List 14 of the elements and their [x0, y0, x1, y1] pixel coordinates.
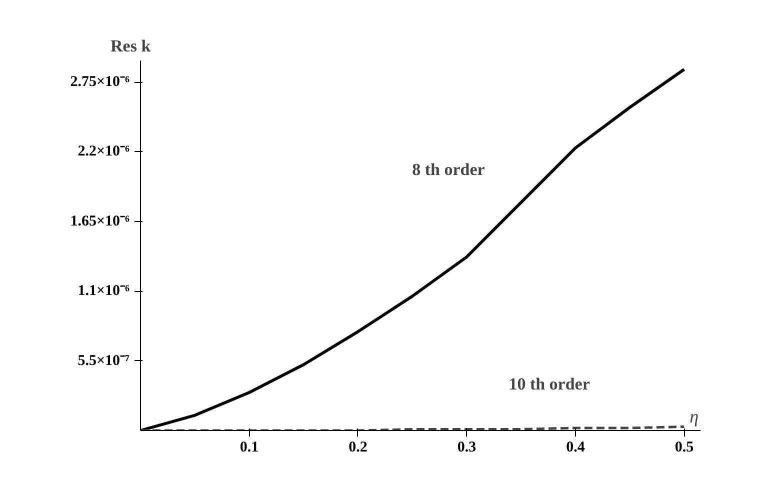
x-axis-title: η [690, 406, 699, 426]
x-tick-label: 0.5 [674, 440, 694, 456]
text: 8 th order [412, 160, 486, 179]
x-tick-label: 0.2 [348, 440, 368, 456]
x-tick-label: 0.1 [240, 440, 259, 456]
y-tick-label: 5.5×10⁻⁷ [78, 352, 130, 369]
x-tick-label: 0.3 [457, 440, 476, 456]
y-tick-label: 2.75×10⁻⁶ [70, 74, 130, 90]
y-axis-title: Res k [110, 36, 152, 56]
y-tick-label: 1.65×10⁻⁶ [70, 213, 130, 230]
x-tick-label: 0.4 [566, 440, 586, 456]
y-tick-label: 2.2×10⁻⁶ [78, 144, 130, 160]
text: 10 th order [508, 374, 590, 394]
y-tick-label: 1.1×10⁻⁶ [78, 283, 130, 300]
